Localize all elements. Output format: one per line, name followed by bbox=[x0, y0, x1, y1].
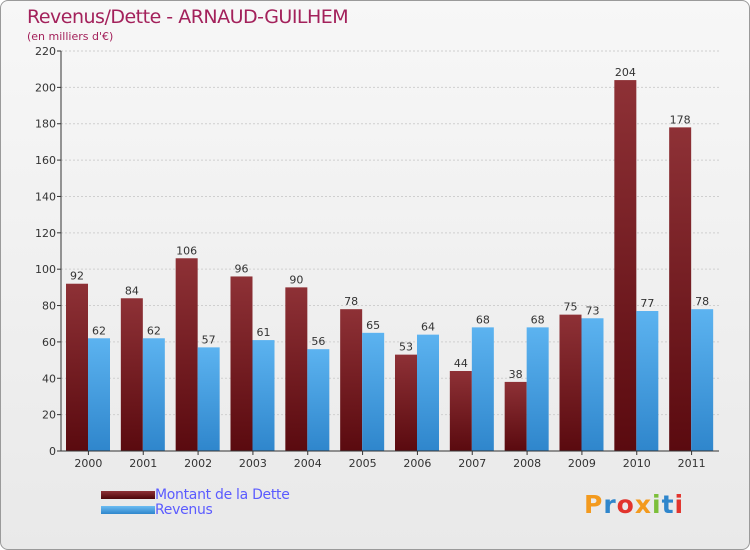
y-tick-label: 40 bbox=[42, 372, 56, 385]
chart-title: Revenus/Dette - ARNAUD-GUILHEM bbox=[27, 6, 349, 28]
revenus-bar bbox=[88, 338, 110, 451]
x-tick-label: 2004 bbox=[294, 457, 322, 470]
x-tick-label: 2003 bbox=[239, 457, 267, 470]
y-tick-label: 160 bbox=[35, 154, 56, 167]
debt-bar bbox=[449, 371, 472, 451]
revenus-value-label: 62 bbox=[147, 324, 161, 337]
revenus-value-label: 64 bbox=[421, 321, 435, 334]
legend-swatch-revenus bbox=[101, 506, 155, 514]
debt-bar bbox=[230, 276, 253, 451]
logo-letter: P bbox=[584, 490, 604, 519]
revenus-value-label: 62 bbox=[92, 324, 106, 337]
logo-letter: o bbox=[616, 490, 635, 519]
logo-letter: i bbox=[652, 490, 662, 519]
legend-label-revenus: Revenus bbox=[155, 502, 213, 518]
y-tick-label: 180 bbox=[35, 118, 56, 131]
x-tick-label: 2007 bbox=[458, 457, 486, 470]
debt-bar bbox=[504, 381, 527, 451]
debt-bar bbox=[285, 287, 308, 451]
revenus-value-label: 57 bbox=[202, 333, 216, 346]
revenus-bar bbox=[417, 334, 439, 451]
y-tick-label: 60 bbox=[42, 336, 56, 349]
proxiti-logo: Proxiti bbox=[584, 490, 684, 519]
y-tick-label: 200 bbox=[35, 81, 56, 94]
y-tick-label: 80 bbox=[42, 300, 56, 313]
legend-swatch-debt bbox=[101, 491, 155, 499]
debt-value-label: 53 bbox=[399, 341, 413, 354]
revenus-value-label: 65 bbox=[366, 319, 380, 332]
x-tick-label: 2005 bbox=[349, 457, 377, 470]
revenus-bar bbox=[471, 327, 494, 451]
debt-value-label: 92 bbox=[70, 270, 84, 283]
revenus-bar bbox=[691, 309, 714, 451]
y-tick-label: 220 bbox=[35, 45, 56, 58]
y-tick-label: 0 bbox=[49, 445, 56, 458]
revenus-value-label: 77 bbox=[640, 297, 654, 310]
revenus-bar bbox=[581, 318, 604, 451]
x-tick-label: 2009 bbox=[568, 457, 596, 470]
debt-bar bbox=[559, 314, 582, 451]
revenus-value-label: 78 bbox=[695, 295, 709, 308]
debt-bar bbox=[175, 258, 198, 451]
y-tick-label: 20 bbox=[42, 409, 56, 422]
revenus-bar bbox=[362, 332, 385, 451]
revenus-bar bbox=[252, 340, 275, 451]
debt-bar bbox=[66, 283, 88, 451]
revenus-value-label: 61 bbox=[257, 326, 271, 339]
revenus-value-label: 68 bbox=[531, 313, 545, 326]
logo-letter: r bbox=[603, 490, 617, 519]
revenus-bar bbox=[526, 327, 549, 451]
debt-value-label: 90 bbox=[289, 273, 303, 286]
debt-value-label: 44 bbox=[454, 357, 468, 370]
debt-bar bbox=[614, 80, 637, 451]
debt-bar bbox=[395, 354, 417, 451]
debt-value-label: 96 bbox=[235, 262, 249, 275]
revenus-bar bbox=[142, 338, 165, 451]
revenus-bar bbox=[197, 347, 220, 451]
x-tick-label: 2011 bbox=[678, 457, 706, 470]
debt-value-label: 204 bbox=[615, 66, 636, 79]
debt-value-label: 84 bbox=[125, 284, 139, 297]
x-tick-label: 2008 bbox=[513, 457, 541, 470]
debt-value-label: 75 bbox=[564, 301, 578, 314]
logo-letter: i bbox=[674, 490, 685, 519]
debt-bar bbox=[120, 298, 143, 451]
chart-subtitle: (en milliers d'€) bbox=[27, 30, 114, 43]
debt-value-label: 38 bbox=[509, 368, 523, 381]
debt-bar bbox=[669, 127, 692, 451]
x-tick-label: 2000 bbox=[74, 457, 102, 470]
x-tick-label: 2010 bbox=[623, 457, 651, 470]
debt-value-label: 78 bbox=[344, 295, 358, 308]
debt-value-label: 106 bbox=[176, 244, 197, 257]
revenus-bar bbox=[307, 349, 330, 451]
debt-bar bbox=[340, 309, 363, 451]
x-tick-label: 2002 bbox=[184, 457, 212, 470]
legend-label-debt: Montant de la Dette bbox=[155, 487, 290, 503]
logo-letter: x bbox=[634, 490, 652, 519]
logo-letter: t bbox=[661, 490, 675, 519]
y-tick-label: 140 bbox=[35, 190, 56, 203]
x-tick-label: 2006 bbox=[403, 457, 431, 470]
revenus-value-label: 68 bbox=[476, 313, 490, 326]
debt-value-label: 178 bbox=[670, 113, 691, 126]
y-tick-label: 120 bbox=[35, 227, 56, 240]
revenus-value-label: 56 bbox=[311, 335, 325, 348]
revenus-value-label: 73 bbox=[586, 304, 600, 317]
revenus-bar bbox=[636, 311, 659, 451]
x-tick-label: 2001 bbox=[129, 457, 157, 470]
y-tick-label: 100 bbox=[35, 263, 56, 276]
